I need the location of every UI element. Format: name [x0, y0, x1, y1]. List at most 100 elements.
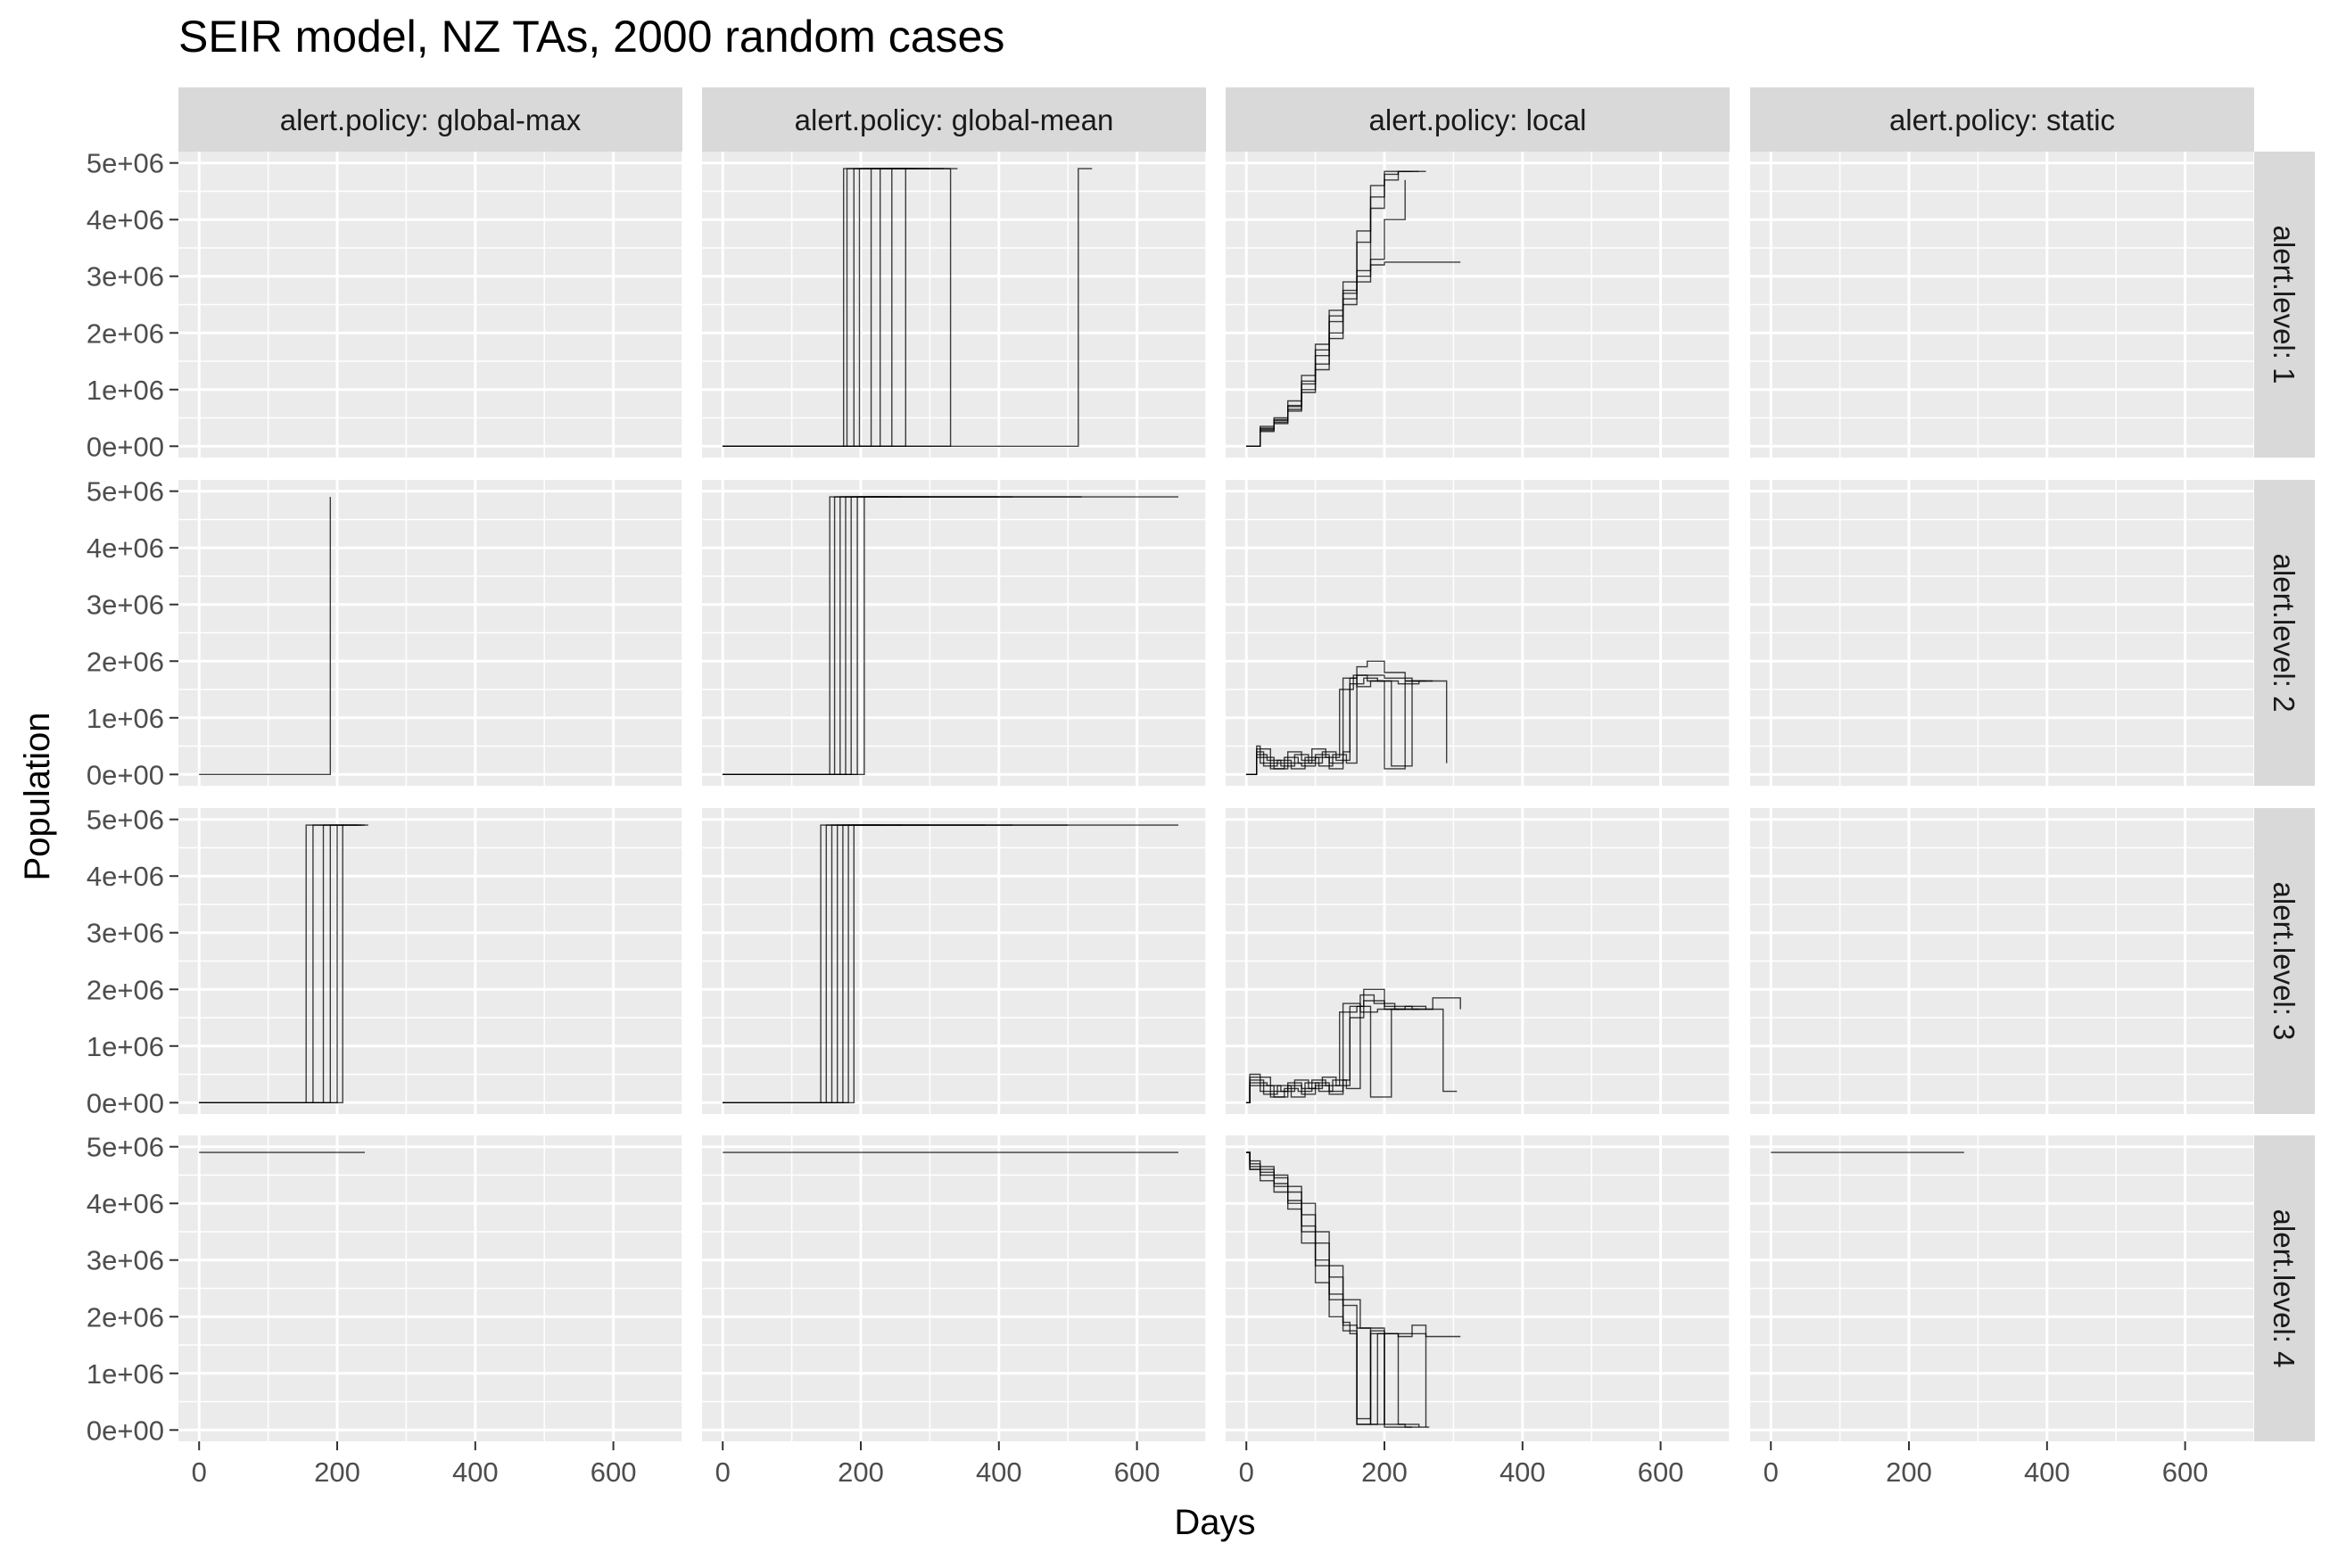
x-tick-label: 400 [452, 1457, 499, 1488]
y-tick-label: 1e+06 [87, 1358, 164, 1390]
series-line [1246, 660, 1433, 775]
x-tick-label: 0 [192, 1457, 207, 1488]
y-tick-label: 0e+00 [87, 1087, 164, 1118]
y-tick-label: 1e+06 [87, 1031, 164, 1062]
facet-panel [178, 808, 683, 1114]
x-tick-label: 400 [1499, 1457, 1546, 1488]
panel-series-group [1246, 1151, 1461, 1428]
x-tick-label: 0 [1764, 1457, 1779, 1488]
x-tick-label: 200 [1361, 1457, 1408, 1488]
facet-strip-label: alert.level: 1 [2268, 226, 2301, 384]
facet-panel [702, 1135, 1207, 1441]
series-line [1246, 1003, 1399, 1103]
facet-strip-level-4 [2254, 1135, 2315, 1441]
y-tick-label: 1e+06 [87, 703, 164, 734]
facet-panel [1226, 1135, 1731, 1441]
y-tick-label: 4e+06 [87, 861, 164, 892]
x-tick-label: 200 [1886, 1457, 1932, 1488]
x-tick-label: 200 [838, 1457, 884, 1488]
series-line [1246, 994, 1458, 1103]
series-line [199, 497, 331, 775]
facet-panel [1750, 1135, 2255, 1441]
y-tick-label: 2e+06 [87, 646, 164, 677]
facet-panel [178, 480, 683, 786]
series-line [1246, 677, 1413, 775]
series-line [1246, 1151, 1427, 1428]
chart-body: alert.policy: global-max alert.policy: gl… [87, 87, 2315, 1488]
x-axis-label: Days [1174, 1503, 1255, 1542]
y-tick-label: 2e+06 [87, 974, 164, 1005]
facet-strip-label: alert.level: 2 [2268, 554, 2301, 713]
facet-strip-label: alert.policy: global-mean [795, 103, 1114, 136]
y-tick-label: 3e+06 [87, 918, 164, 949]
facet-panel [1226, 152, 1731, 458]
series-line [1246, 1005, 1419, 1103]
panel-series-group [1246, 660, 1448, 775]
facet-panel [702, 152, 1207, 458]
y-axis-label: Population [18, 712, 57, 880]
series-line [1246, 674, 1426, 775]
facet-panel [178, 152, 683, 458]
x-tick-label: 200 [314, 1457, 360, 1488]
y-tick-label: 0e+00 [87, 431, 164, 462]
y-tick-label: 5e+06 [87, 148, 164, 179]
facet-strip-label: alert.policy: static [1889, 103, 2115, 136]
x-tick-label: 0 [1239, 1457, 1254, 1488]
panel-series-group [1246, 170, 1461, 447]
facet-panel [1750, 152, 2255, 458]
series-line [723, 496, 888, 775]
y-tick-label: 5e+06 [87, 476, 164, 508]
x-tick-label: 600 [1114, 1457, 1161, 1488]
facet-strip-level-1 [2254, 152, 2315, 458]
facet-strip-label: alert.level: 4 [2268, 1209, 2301, 1368]
facet-strip-label: alert.policy: global-max [280, 103, 582, 136]
facet-panel [702, 480, 1207, 786]
facet-strip-level-3 [2254, 808, 2315, 1114]
facet-panel [1226, 480, 1731, 786]
x-tick-label: 0 [715, 1457, 731, 1488]
facet-strip-level-2 [2254, 480, 2315, 786]
x-tick-label: 400 [976, 1457, 1022, 1488]
series-line [1246, 261, 1461, 447]
panel-series-group [723, 824, 1178, 1103]
facet-strip-static [1750, 87, 2254, 152]
x-tick-label: 600 [2162, 1457, 2209, 1488]
y-tick-label: 4e+06 [87, 204, 164, 235]
facet-panel [1750, 480, 2255, 786]
facet-strip-local [1226, 87, 1730, 152]
x-tick-label: 600 [1638, 1457, 1684, 1488]
y-tick-label: 4e+06 [87, 1188, 164, 1219]
facet-strip-global-max [178, 87, 682, 152]
y-tick-label: 4e+06 [87, 532, 164, 564]
chart-title: SEIR model, NZ TAs, 2000 random cases [178, 12, 1004, 62]
x-tick-label: 400 [2024, 1457, 2070, 1488]
panel-series-group [199, 824, 368, 1103]
facet-strip-global-mean [702, 87, 1206, 152]
panel-series-group [1246, 988, 1461, 1103]
x-tick-label: 600 [591, 1457, 637, 1488]
y-tick-label: 5e+06 [87, 805, 164, 836]
panel-series-group [723, 168, 1093, 447]
y-tick-label: 3e+06 [87, 1245, 164, 1276]
y-tick-label: 3e+06 [87, 261, 164, 293]
series-line [723, 824, 882, 1103]
y-tick-label: 2e+06 [87, 1301, 164, 1333]
series-line [723, 168, 1093, 447]
panel-series-group [723, 496, 1178, 775]
y-tick-label: 1e+06 [87, 375, 164, 406]
y-tick-label: 0e+00 [87, 1415, 164, 1446]
series-line [1246, 1151, 1430, 1428]
panel-series-group [199, 497, 331, 775]
facet-panel [178, 1135, 683, 1441]
facet-strip-label: alert.policy: local [1369, 103, 1587, 136]
y-tick-label: 5e+06 [87, 1132, 164, 1163]
facet-panel [702, 808, 1207, 1114]
series-line [1246, 1151, 1420, 1428]
series-line [199, 824, 368, 1103]
series-line [1246, 179, 1406, 447]
y-tick-label: 2e+06 [87, 318, 164, 349]
facet-strip-label: alert.level: 3 [2268, 882, 2301, 1041]
y-tick-label: 3e+06 [87, 590, 164, 621]
